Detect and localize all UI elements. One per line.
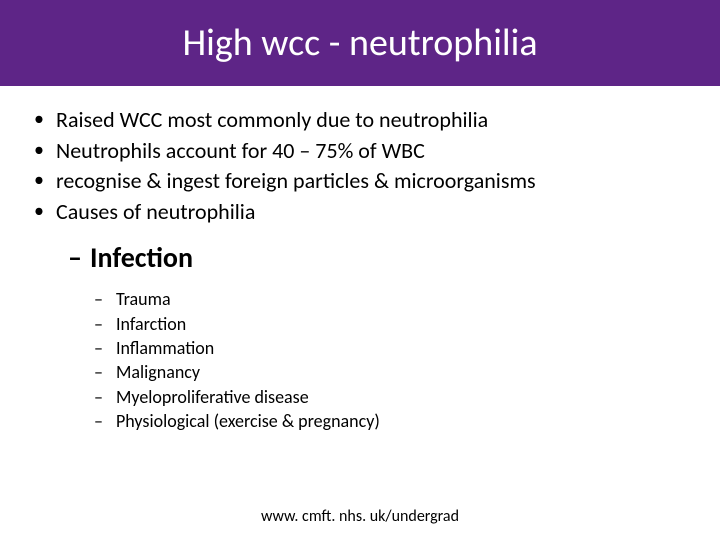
- slide-title: High wcc - neutrophilia: [182, 20, 537, 66]
- sub-heading: Infection: [68, 240, 692, 275]
- list-item: Infarction: [94, 312, 692, 336]
- list-item: Inflammation: [94, 336, 692, 360]
- footer-url: www. cmft. nhs. uk/undergrad: [0, 507, 720, 526]
- list-item: Myeloproliferative disease: [94, 385, 692, 409]
- list-item: Causes of neutrophilia: [28, 198, 692, 227]
- list-item: Neutrophils account for 40 – 75% of WBC: [28, 137, 692, 166]
- list-item: recognise & ingest foreign particles & m…: [28, 167, 692, 196]
- sub-heading-block: Infection: [28, 240, 692, 275]
- sub-bullet-list: Trauma Infarction Inflammation Malignanc…: [28, 287, 692, 433]
- main-bullet-list: Raised WCC most commonly due to neutroph…: [28, 106, 692, 226]
- list-item: Raised WCC most commonly due to neutroph…: [28, 106, 692, 135]
- title-bar: High wcc - neutrophilia: [0, 0, 720, 86]
- list-item: Physiological (exercise & pregnancy): [94, 409, 692, 433]
- slide-body: Raised WCC most commonly due to neutroph…: [0, 86, 720, 433]
- list-item: Malignancy: [94, 360, 692, 384]
- list-item: Trauma: [94, 287, 692, 311]
